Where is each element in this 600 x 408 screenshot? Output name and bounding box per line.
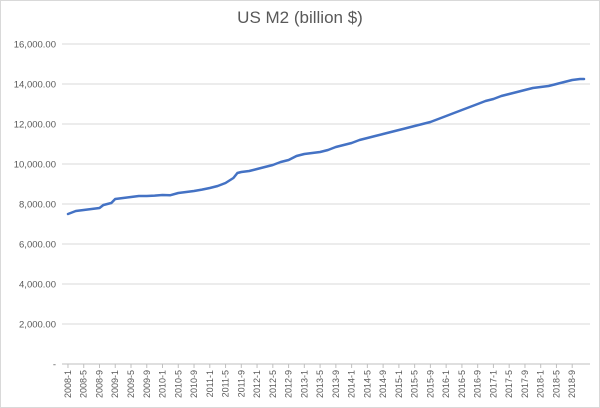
y-tick-label: 16,000.00 [14,40,56,51]
x-tick-label: 2008-9 [94,370,104,398]
y-tick-label: 14,000.00 [14,80,56,91]
x-tick-label: 2008-1 [63,370,73,398]
x-tick-label: 2017-9 [520,370,530,398]
x-tick-label: 2015-1 [394,370,404,398]
x-tick-label: 2017-1 [488,370,498,398]
x-tick-label: 2014-5 [362,370,372,398]
x-tick-label: 2013-1 [299,370,309,398]
y-tick-label: 12,000.00 [14,120,56,131]
gridlines [62,43,590,365]
x-tick-label: 2011-1 [205,370,215,397]
x-tick-label: 2016-5 [457,370,467,398]
x-tick-label: 2015-5 [410,370,420,398]
x-tick-label: 2016-9 [473,370,483,398]
x-tick-label: 2011-5 [221,370,231,397]
x-tick-label: 2018-9 [567,370,577,398]
x-tick-label: 2012-1 [252,370,262,398]
y-tick-label: 4,000.00 [19,280,56,291]
y-tick-label: 6,000.00 [19,240,56,251]
x-tick-label: 2014-1 [347,370,357,398]
y-tick-label: 10,000.00 [14,160,56,171]
x-tick-label: 2012-5 [268,370,278,398]
x-tick-label: 2016-1 [441,370,451,398]
x-tick-label: 2009-5 [126,370,136,398]
y-tick-label: 2,000.00 [19,320,56,331]
x-tick-label: 2010-1 [158,370,168,398]
x-tick-label: 2018-5 [551,370,561,398]
y-tick-label: - [53,360,56,371]
chart-title: US M2 (billion $) [237,8,363,27]
x-tick-label: 2015-9 [425,370,435,398]
y-axis-labels: - 2,000.00 4,000.00 6,000.00 8,000.00 10,000.… [14,40,56,371]
x-tick-label: 2017-5 [504,370,514,398]
x-tick-label: 2013-9 [331,370,341,398]
series-layer [66,77,586,216]
x-tick-label: 2014-9 [378,370,388,398]
y-tick-label: 8,000.00 [19,200,56,211]
x-tick-label: 2009-1 [110,370,120,398]
x-tick-label: 2009-9 [142,370,152,398]
x-tick-label: 2011-9 [236,370,246,397]
x-tick-label: 2013-5 [315,370,325,398]
x-axis: 2008-1 2008-5 2008-9 2009-1 2009-5 2009-9 2010… [62,363,590,398]
series-line [66,77,586,216]
x-tick-label: 2012-9 [284,370,294,398]
x-tick-label: 2018-1 [536,370,546,398]
x-tick-label: 2010-9 [189,370,199,398]
x-tick-label: 2010-5 [173,370,183,398]
x-tick-label: 2008-5 [79,370,89,398]
